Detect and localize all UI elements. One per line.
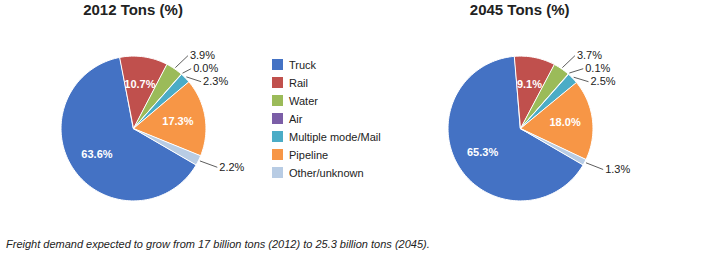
svg-text:2.5%: 2.5%	[590, 75, 615, 87]
svg-text:2.3%: 2.3%	[203, 75, 228, 87]
svg-text:0.1%: 0.1%	[585, 62, 610, 74]
html-text:Truck: Truck	[289, 58, 317, 71]
html-text:Air: Air	[289, 112, 303, 125]
svg-text:1.3%: 1.3%	[605, 163, 630, 175]
svg-text:3.9%: 3.9%	[190, 49, 215, 61]
html-text:Other/unknown: Other/unknown	[289, 166, 364, 179]
svg-text:65.3%: 65.3%	[467, 146, 498, 158]
svg-text:9.1%: 9.1%	[517, 78, 542, 90]
svg-text:10.7%: 10.7%	[124, 78, 155, 90]
html-text:Rail: Rail	[289, 76, 308, 89]
html-text:Water: Water	[289, 94, 318, 107]
svg-text:0.0%: 0.0%	[193, 62, 218, 74]
svg-text:2.2%: 2.2%	[219, 161, 244, 173]
svg-text:63.6%: 63.6%	[81, 148, 112, 160]
svg-text:17.3%: 17.3%	[162, 115, 193, 127]
html-text:Multiple mode/Mail: Multiple mode/Mail	[289, 130, 381, 143]
html-text:2045 Tons (%): 2045 Tons (%)	[469, 1, 570, 18]
svg-text:18.0%: 18.0%	[549, 116, 580, 128]
html-text:Pipeline: Pipeline	[289, 148, 329, 161]
html-text:2012 Tons (%): 2012 Tons (%)	[83, 1, 183, 18]
svg-text:3.7%: 3.7%	[577, 49, 602, 61]
html-text:Freight demand expected to gro: Freight demand expected to grow from 17 …	[6, 238, 430, 250]
